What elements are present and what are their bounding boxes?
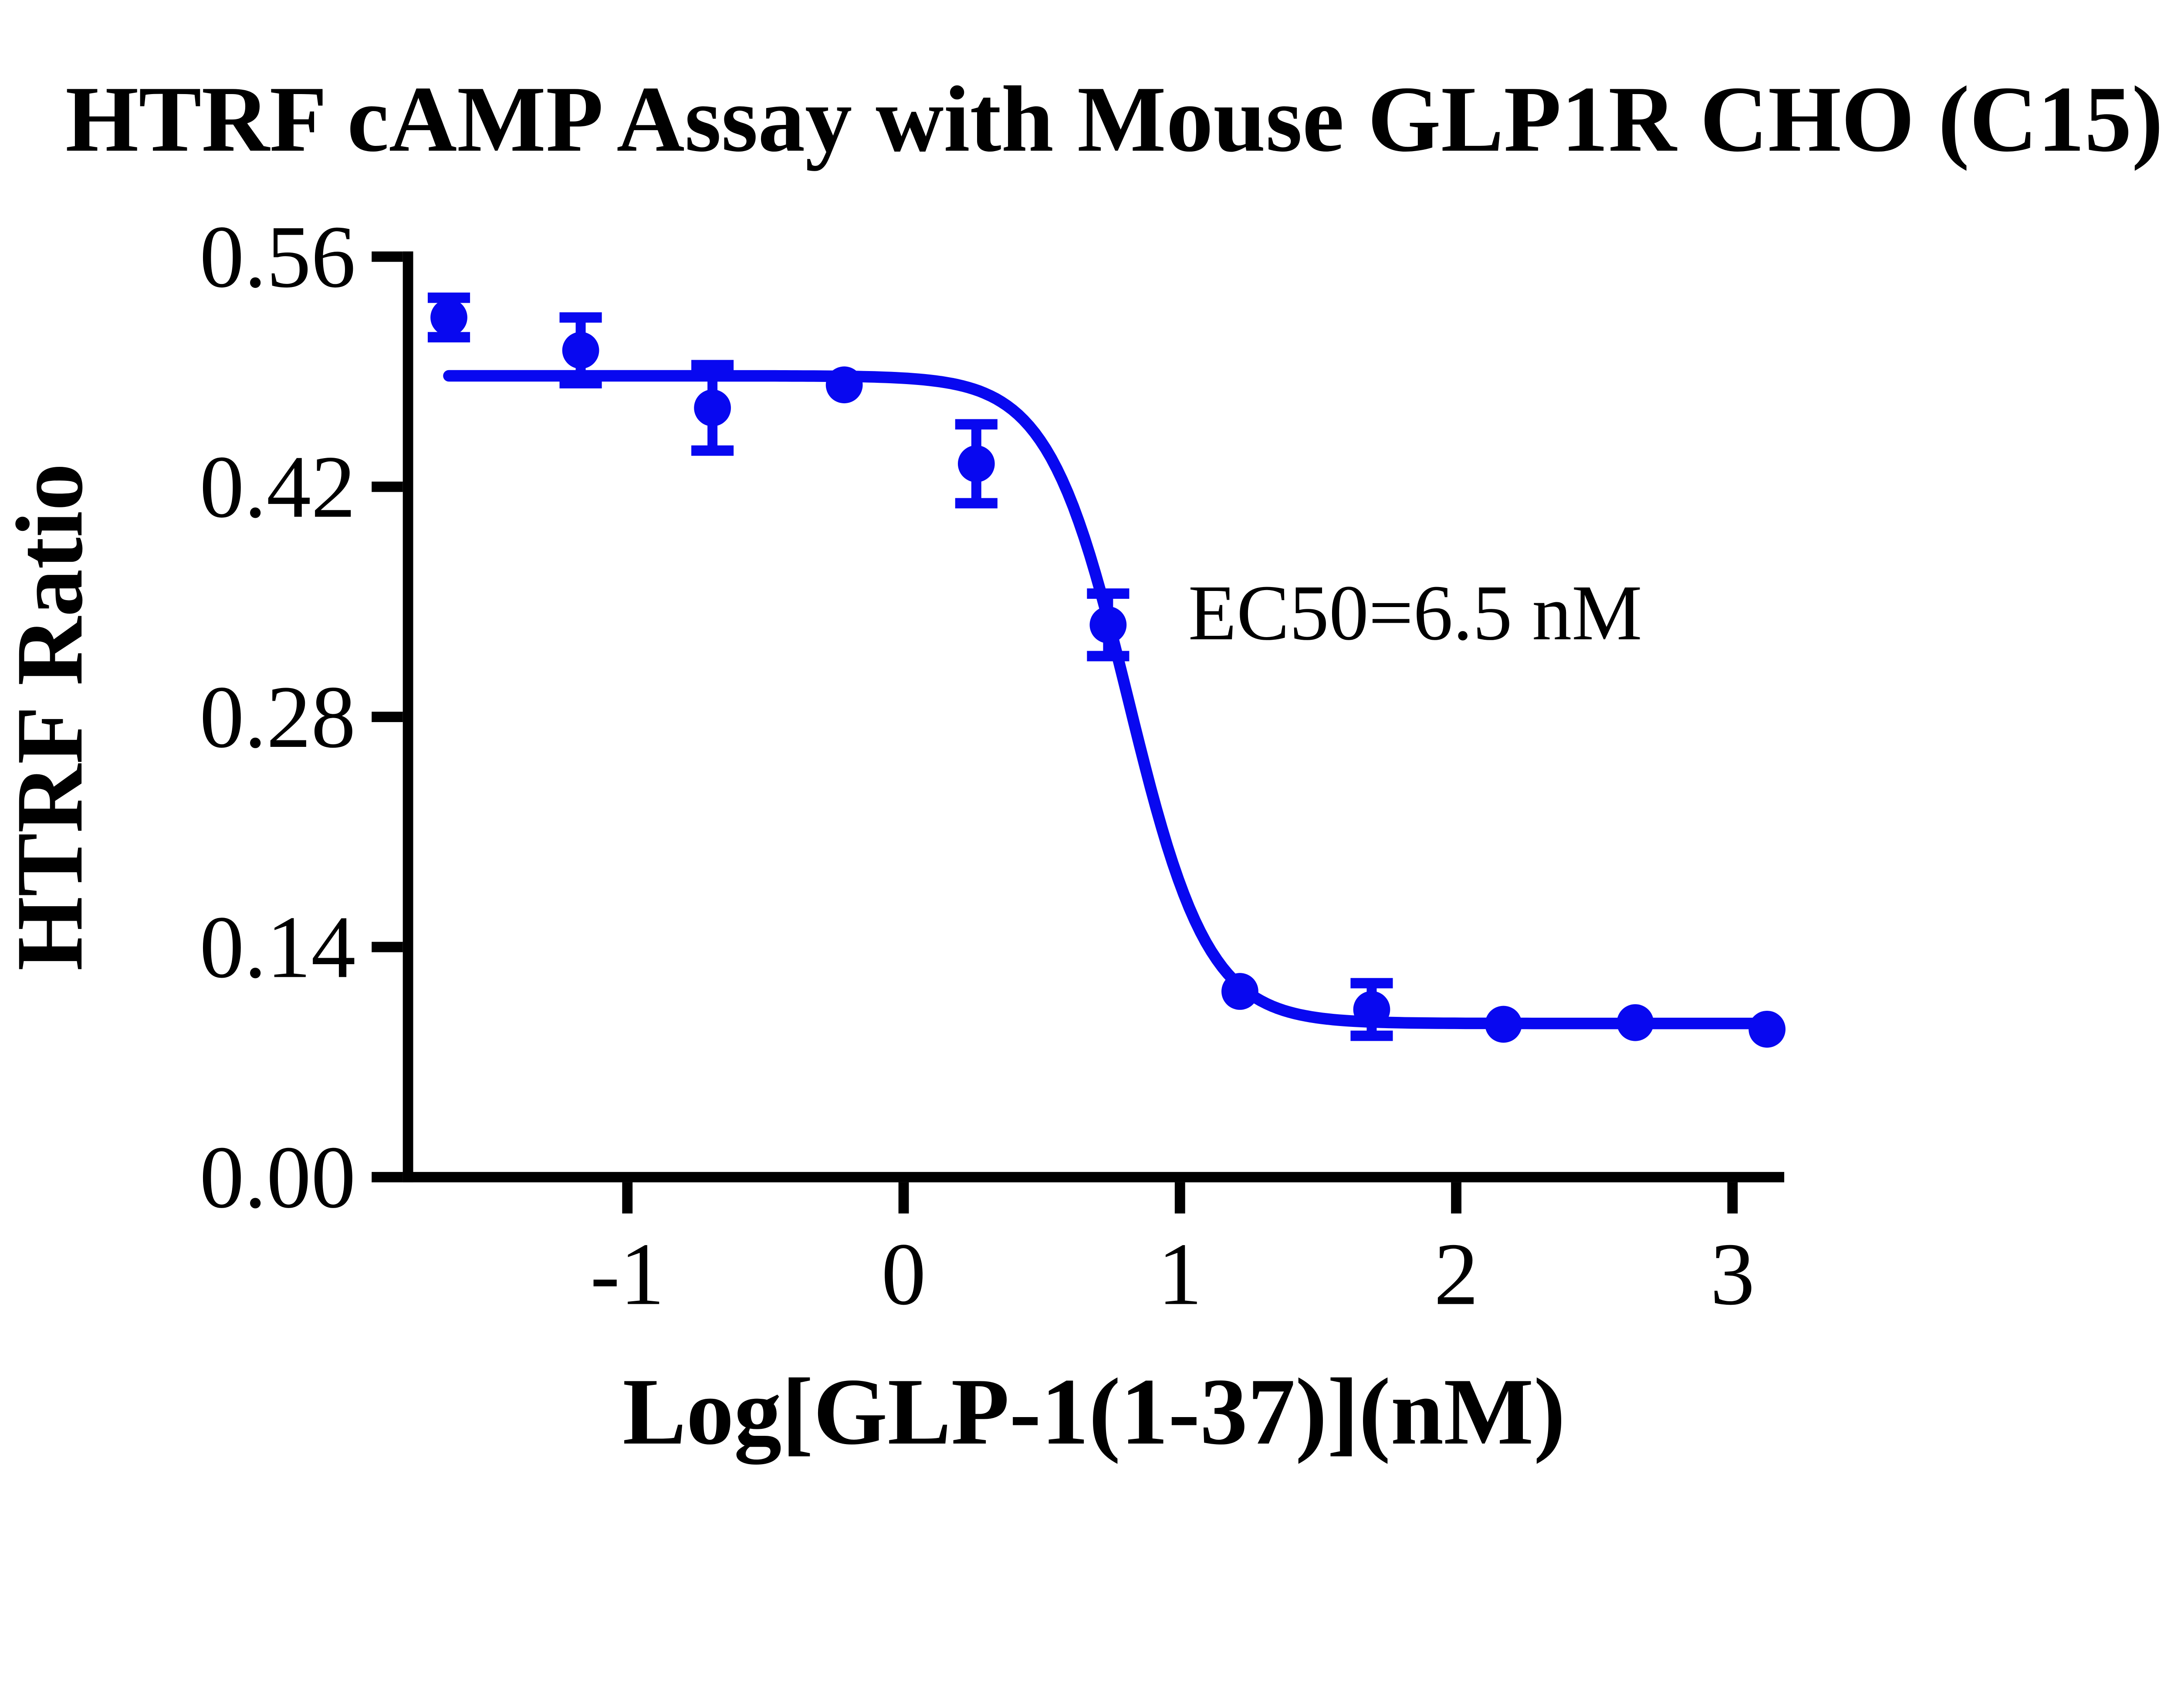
- y-tick: [372, 1172, 403, 1182]
- data-point-marker: [957, 445, 995, 483]
- y-tick: [372, 942, 403, 952]
- data-point-marker: [562, 332, 599, 369]
- x-axis-title: Log[GLP-1(1-37)](nM): [622, 1359, 1565, 1465]
- chart-title: HTRF cAMP Assay with Mouse GLP1R CHO (C1…: [65, 67, 2163, 171]
- fit-curve: [443, 370, 1770, 1030]
- data-series: [427, 292, 1786, 1048]
- y-axis-title: HTRF Ratio: [0, 463, 102, 971]
- x-tick: [898, 1182, 909, 1214]
- x-tick: [1451, 1182, 1461, 1214]
- x-tick-label: 1: [1158, 1225, 1202, 1323]
- y-tick: [372, 712, 403, 722]
- y-tick-label: 0.28: [200, 668, 355, 766]
- x-tick-label: 0: [881, 1225, 926, 1323]
- ec50-annotation: EC50=6.5 nM: [1188, 569, 1642, 657]
- y-tick-label: 0.14: [200, 898, 355, 996]
- data-point-marker: [1617, 1004, 1654, 1041]
- y-axis-line: [402, 251, 413, 1182]
- x-tick: [622, 1182, 633, 1214]
- data-point-marker: [1485, 1006, 1522, 1043]
- axes: 0.00 0.14 0.28 0.42 0.56 -1 0 1 2 3: [200, 207, 1785, 1323]
- x-axis-line: [402, 1172, 1785, 1182]
- y-tick: [372, 251, 403, 262]
- data-point-marker: [1748, 1010, 1786, 1048]
- x-tick: [1727, 1182, 1738, 1214]
- data-point-marker: [825, 366, 863, 404]
- x-tick-label: 2: [1434, 1225, 1478, 1323]
- y-tick-label: 0.42: [200, 438, 355, 537]
- y-tick: [372, 481, 403, 492]
- x-tick-label: 3: [1710, 1225, 1755, 1323]
- data-point-marker: [694, 389, 731, 426]
- y-tick-label: 0.00: [200, 1128, 355, 1227]
- data-point-marker: [430, 299, 467, 336]
- dose-response-chart: 0.00 0.14 0.28 0.42 0.56 -1 0 1 2 3 HTRF cAMP Ass…: [0, 67, 2163, 1465]
- data-point-marker: [1221, 973, 1258, 1010]
- x-tick: [1174, 1182, 1185, 1214]
- data-point-marker: [1353, 991, 1390, 1028]
- data-point-marker: [1089, 606, 1127, 644]
- figure-canvas: 0.00 0.14 0.28 0.42 0.56 -1 0 1 2 3 HTRF cAMP Ass…: [0, 67, 2163, 1465]
- x-tick-label: -1: [590, 1225, 665, 1323]
- y-tick-label: 0.56: [200, 207, 355, 306]
